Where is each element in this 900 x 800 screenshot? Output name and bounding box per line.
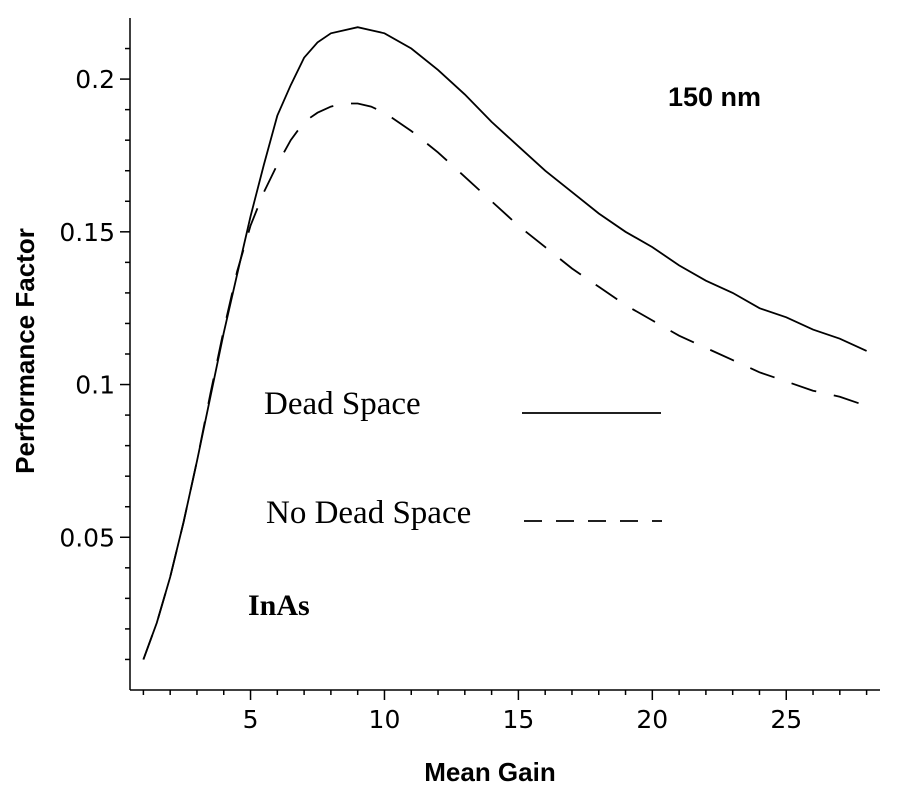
- annotation-thickness: 150 nm: [668, 82, 761, 112]
- y-axis-title: Performance Factor: [10, 228, 40, 474]
- x-axis-title: Mean Gain: [424, 757, 555, 787]
- x-tick-label: 15: [502, 705, 534, 734]
- annotation-material: InAs: [248, 589, 310, 622]
- y-tick-label: 0.2: [75, 65, 115, 94]
- x-tick-label: 10: [369, 705, 401, 734]
- y-tick-label: 0.1: [75, 371, 115, 400]
- x-tick-label: 20: [636, 705, 668, 734]
- y-tick-label: 0.05: [59, 523, 115, 552]
- series-layer: [142, 26, 867, 660]
- ticks-layer: 5 10 15 20 25 0.05 0.1 0.15 0.2: [59, 47, 868, 734]
- legend: Dead Space No Dead Space: [264, 386, 662, 531]
- series-line-no-dead-space: [142, 102, 867, 660]
- x-tick-label: 5: [243, 705, 259, 734]
- legend-label-dead-space: Dead Space: [264, 386, 421, 422]
- series-line-dead-space: [142, 26, 867, 660]
- y-tick-label: 0.15: [59, 218, 115, 247]
- legend-label-no-dead-space: No Dead Space: [266, 495, 471, 531]
- x-tick-label: 25: [770, 705, 802, 734]
